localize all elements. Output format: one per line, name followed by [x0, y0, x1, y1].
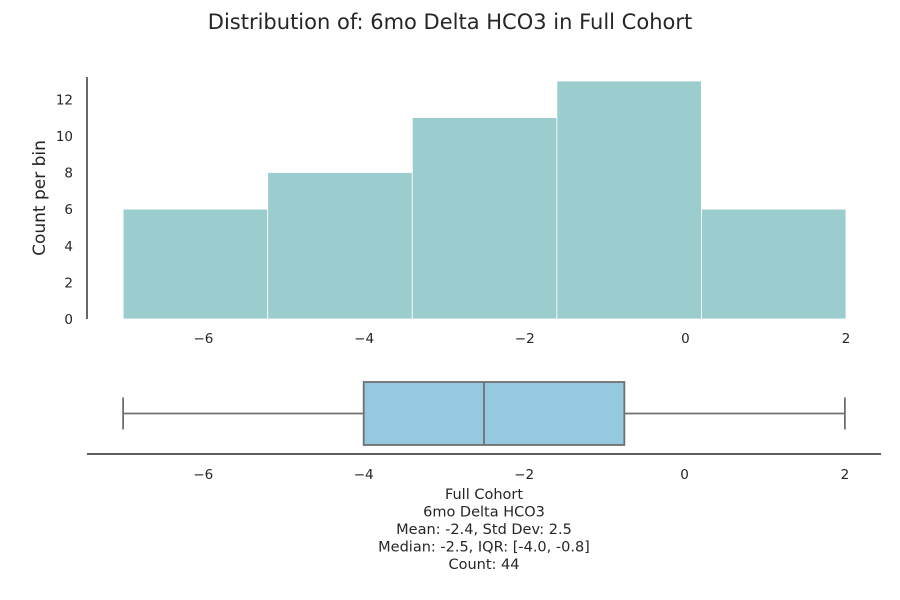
stats-line: Mean: -2.4, Std Dev: 2.5 [396, 522, 572, 538]
histogram-x-ticks: −6 −4 −2 0 2 [194, 331, 851, 347]
y-axis-label: Count per bin [30, 140, 50, 256]
iqr-box [362, 381, 626, 446]
histogram-bar [411, 117, 558, 320]
box-x-tick-label: 2 [841, 467, 850, 483]
histogram-panel: 0 2 4 6 8 10 12 −6 −4 −2 0 2 Count per bin [30, 77, 850, 347]
box-x-tick-label: −6 [193, 467, 213, 483]
stats-line: Median: -2.5, IQR: [-4.0, -0.8] [378, 540, 590, 556]
x-tick-label: −6 [194, 331, 214, 347]
histogram-bars [122, 80, 847, 320]
box-x-tick-label: 0 [680, 467, 689, 483]
y-tick-label: 12 [56, 92, 73, 108]
stats-line: Full Cohort [445, 487, 523, 503]
histogram-y-ticks: 0 2 4 6 8 10 12 [56, 92, 73, 328]
chart-title: Distribution of: 6mo Delta HCO3 in Full … [208, 10, 692, 34]
x-tick-label: 2 [842, 331, 851, 347]
y-tick-label: 0 [64, 312, 73, 328]
boxplot-x-ticks: −6 −4 −2 0 2 [193, 467, 849, 483]
stats-line: 6mo Delta HCO3 [423, 505, 545, 521]
y-tick-label: 2 [64, 275, 73, 291]
stats-line: Count: 44 [448, 557, 519, 573]
x-tick-label: −2 [515, 331, 535, 347]
y-tick-label: 8 [64, 166, 73, 182]
histogram-bar [556, 80, 702, 320]
x-tick-label: 0 [681, 331, 690, 347]
x-tick-label: −4 [354, 331, 374, 347]
y-tick-label: 10 [56, 129, 73, 145]
boxplot-panel: −6 −4 −2 0 2 Full Cohort 6mo Delta HCO3Mean: … [87, 381, 881, 573]
y-tick-label: 6 [64, 202, 73, 218]
histogram-bar [122, 208, 269, 320]
histogram-bar [701, 208, 847, 320]
box-x-tick-label: −4 [354, 467, 374, 483]
histogram-bar [267, 172, 413, 320]
y-tick-label: 4 [64, 239, 73, 255]
boxplot-marks [122, 381, 846, 446]
box-x-tick-label: −2 [514, 467, 534, 483]
